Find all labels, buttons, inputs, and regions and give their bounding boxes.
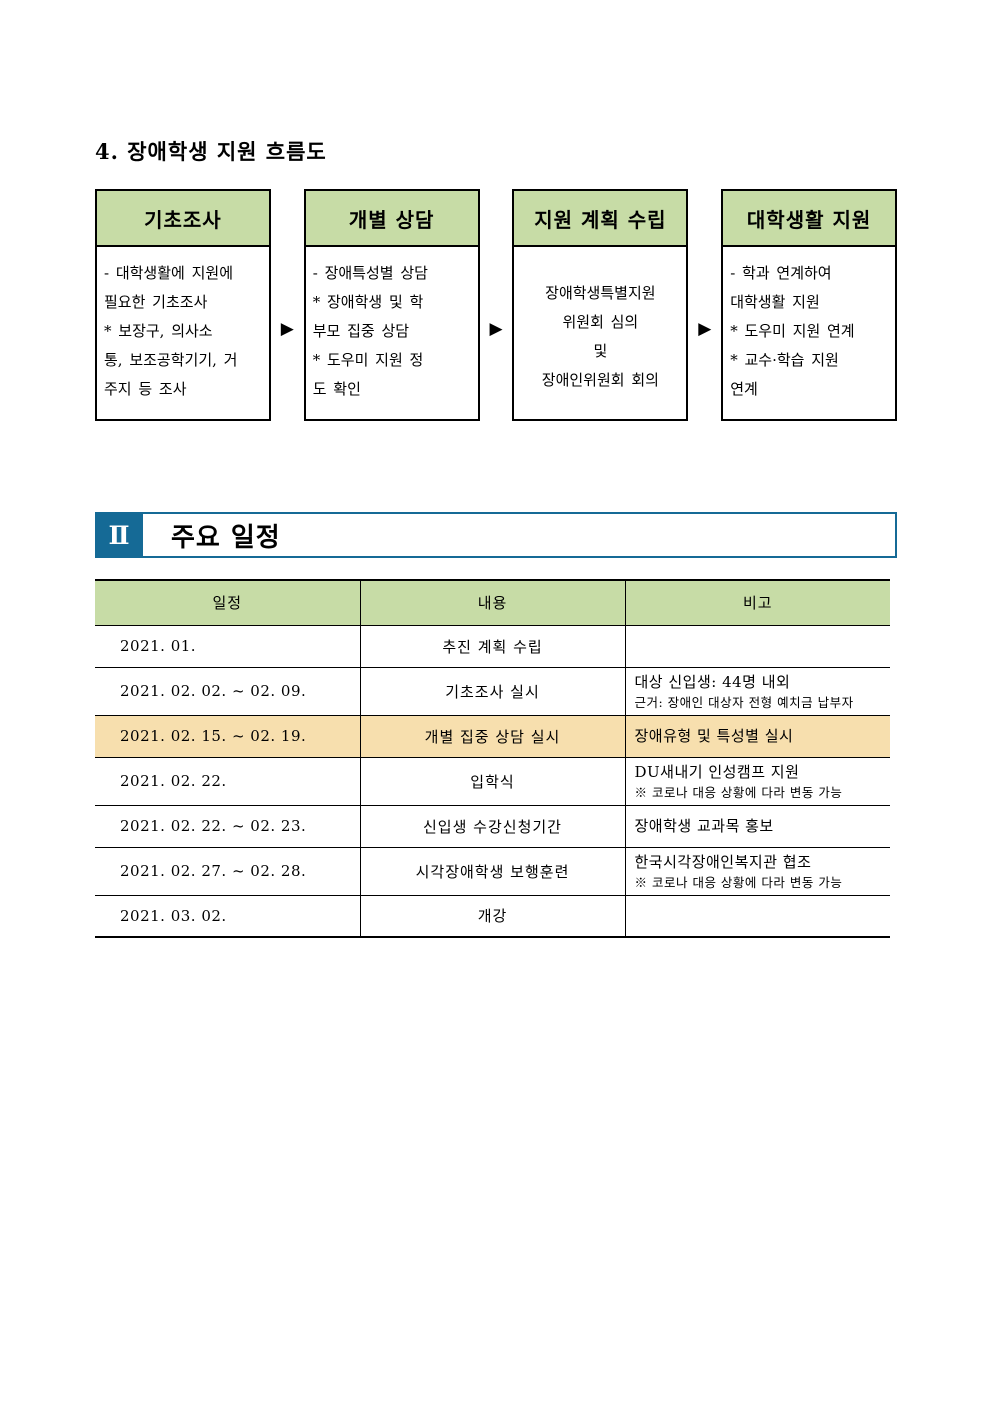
flow-box-campus-life-support: 대학생활 지원 - 학과 연계하여 대학생활 지원 * 도우미 지원 연계 * … xyxy=(721,189,897,421)
cell-remarks: 장애학생 교과목 홍보 xyxy=(625,804,890,847)
page-title: 4. 장애학생 지원 흐름도 xyxy=(95,139,327,164)
cell-date: 2021. 02. 22. ~ 02. 23. xyxy=(95,804,361,847)
cell-content: 개강 xyxy=(360,894,626,938)
cell-content: 개별 집중 상담 실시 xyxy=(360,714,626,757)
cell-remarks: 장애유형 및 특성별 실시 xyxy=(625,714,890,757)
table-row: 2021. 02. 27. ~ 02. 28. 시각장애학생 보행훈련 한국시각… xyxy=(95,846,890,895)
table-row-highlighted: 2021. 02. 15. ~ 02. 19. 개별 집중 상담 실시 장애유형… xyxy=(95,714,890,757)
column-header-date: 일정 xyxy=(95,579,361,625)
column-header-remarks: 비고 xyxy=(625,579,890,625)
table-row: 2021. 02. 22. ~ 02. 23. 신입생 수강신청기간 장애학생 … xyxy=(95,804,890,847)
cell-remarks: 대상 신입생: 44명 내외 근거: 장애인 대상자 전형 예치금 납부자 xyxy=(625,666,890,715)
flow-box-body: - 대학생활에 지원에 필요한 기초조사 * 보장구, 의사소 통, 보조공학기… xyxy=(104,264,238,398)
cell-content: 입학식 xyxy=(360,756,626,805)
remark-text: DU새내기 인성캠프 지원 xyxy=(634,762,800,781)
cell-date: 2021. 02. 27. ~ 02. 28. xyxy=(95,846,361,895)
remark-subtext: ※ 코로나 대응 상황에 다라 변동 가능 xyxy=(634,784,843,800)
cell-remarks xyxy=(625,894,890,938)
flow-box-basic-survey: 기초조사 - 대학생활에 지원에 필요한 기초조사 * 보장구, 의사소 통, … xyxy=(95,189,271,421)
flow-box-support-plan: 지원 계획 수립 장애학생특별지원 위원회 심의 및 장애인위원회 회의 xyxy=(512,189,689,421)
flow-box-body: 장애학생특별지원 위원회 심의 및 장애인위원회 회의 xyxy=(541,284,659,389)
section-number-badge: Ⅱ xyxy=(95,512,143,558)
cell-date: 2021. 02. 22. xyxy=(95,756,361,805)
arrow-right-icon: ▶ xyxy=(698,319,712,339)
cell-remarks: DU새내기 인성캠프 지원 ※ 코로나 대응 상황에 다라 변동 가능 xyxy=(625,756,890,805)
column-header-content: 내용 xyxy=(360,579,626,625)
cell-date: 2021. 01. xyxy=(95,624,361,667)
flow-box-title: 개별 상담 xyxy=(305,191,478,247)
arrow-right-icon: ▶ xyxy=(489,319,503,339)
flow-box-individual-counseling: 개별 상담 - 장애특성별 상담 * 장애학생 및 학 부모 집중 상담 * 도… xyxy=(303,189,480,421)
document-page: 4. 장애학생 지원 흐름도 기초조사 - 대학생활에 지원에 필요한 기초조사… xyxy=(95,0,897,938)
table-row: 2021. 02. 22. 입학식 DU새내기 인성캠프 지원 ※ 코로나 대응… xyxy=(95,756,890,805)
flow-box-body: - 장애특성별 상담 * 장애학생 및 학 부모 집중 상담 * 도우미 지원 … xyxy=(312,264,428,398)
cell-date: 2021. 03. 02. xyxy=(95,894,361,938)
flow-box-title: 기초조사 xyxy=(97,191,269,247)
cell-content: 신입생 수강신청기간 xyxy=(360,804,626,847)
remark-text: 한국시각장애인복지관 협조 xyxy=(634,852,812,871)
remark-text: 대상 신입생: 44명 내외 xyxy=(634,672,791,691)
section-title: 주요 일정 xyxy=(171,522,281,553)
cell-remarks xyxy=(625,624,890,667)
schedule-table: 일정 내용 비고 2021. 01. 추진 계획 수립 2021. 02. 02… xyxy=(95,579,890,938)
section-header: Ⅱ 주요 일정 xyxy=(95,512,897,558)
cell-date: 2021. 02. 15. ~ 02. 19. xyxy=(95,714,361,757)
table-row: 2021. 02. 02. ~ 02. 09. 기초조사 실시 대상 신입생: … xyxy=(95,666,890,715)
cell-content: 시각장애학생 보행훈련 xyxy=(360,846,626,895)
flow-box-title: 지원 계획 수립 xyxy=(514,191,687,247)
cell-content: 추진 계획 수립 xyxy=(360,624,626,667)
table-row: 2021. 03. 02. 개강 xyxy=(95,894,890,938)
table-row: 2021. 01. 추진 계획 수립 xyxy=(95,624,890,667)
table-header-row: 일정 내용 비고 xyxy=(95,579,890,625)
cell-remarks: 한국시각장애인복지관 협조 ※ 코로나 대응 상황에 다라 변동 가능 xyxy=(625,846,890,895)
remark-text: 장애유형 및 특성별 실시 xyxy=(634,726,794,745)
remark-subtext: 근거: 장애인 대상자 전형 예치금 납부자 xyxy=(634,694,854,710)
remark-subtext: ※ 코로나 대응 상황에 다라 변동 가능 xyxy=(634,874,843,890)
flow-box-body: - 학과 연계하여 대학생활 지원 * 도우미 지원 연계 * 교수·학습 지원… xyxy=(730,264,855,398)
flow-diagram: 기초조사 - 대학생활에 지원에 필요한 기초조사 * 보장구, 의사소 통, … xyxy=(95,189,897,421)
flow-box-title: 대학생활 지원 xyxy=(723,191,895,247)
cell-date: 2021. 02. 02. ~ 02. 09. xyxy=(95,666,361,715)
arrow-right-icon: ▶ xyxy=(280,319,294,339)
cell-content: 기초조사 실시 xyxy=(360,666,626,715)
remark-text: 장애학생 교과목 홍보 xyxy=(634,816,774,835)
